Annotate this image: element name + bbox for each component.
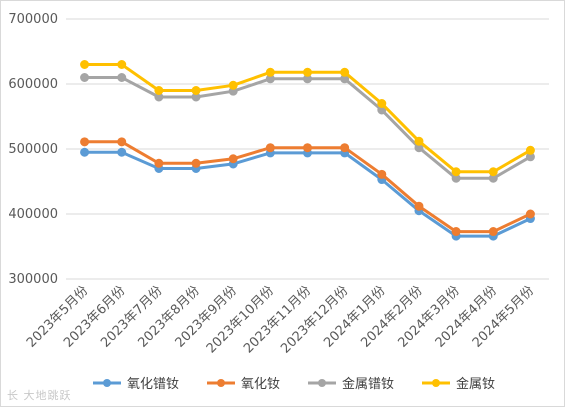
- data-point: [488, 167, 498, 177]
- watermark-text: 长 大地跳跃: [7, 389, 72, 402]
- data-point: [228, 154, 238, 164]
- data-point: [414, 201, 424, 211]
- legend-label: 氧化钕: [241, 376, 280, 392]
- data-point: [377, 169, 387, 179]
- series-line-3: [84, 76, 532, 180]
- y-tick-label: 500000: [8, 142, 58, 157]
- data-point: [340, 143, 350, 153]
- data-point: [265, 143, 275, 153]
- data-point: [451, 227, 461, 237]
- data-point: [117, 60, 127, 69]
- data-point: [488, 227, 498, 237]
- legend-swatch-marker: [432, 379, 440, 387]
- data-point: [191, 86, 201, 95]
- data-point: [117, 147, 127, 157]
- data-point: [414, 136, 424, 146]
- y-tick-label: 600000: [8, 77, 58, 92]
- data-point: [451, 167, 461, 177]
- legend-label: 氧化镨钕: [127, 376, 179, 392]
- legend-swatch-marker: [103, 379, 111, 387]
- data-point: [228, 80, 238, 90]
- data-point: [154, 86, 164, 95]
- data-point: [265, 67, 275, 77]
- data-point: [303, 67, 312, 77]
- data-point: [303, 143, 312, 153]
- data-point: [377, 99, 387, 108]
- data-point: [340, 67, 350, 77]
- data-point: [154, 158, 164, 168]
- data-point: [191, 158, 201, 168]
- y-tick-label: 400000: [8, 207, 58, 222]
- y-tick-label: 300000: [8, 272, 58, 287]
- data-point: [525, 145, 535, 155]
- data-point: [80, 147, 90, 157]
- data-point: [80, 73, 90, 82]
- legend-swatch-marker: [318, 379, 326, 387]
- data-point: [117, 137, 127, 147]
- watermark: 长 大地跳跃: [7, 387, 72, 403]
- y-tick-label: 700000: [8, 12, 58, 27]
- series-line-1: [84, 150, 532, 238]
- legend-label: 金属钕: [456, 376, 495, 392]
- data-point: [80, 60, 90, 69]
- legend-swatch-marker: [217, 379, 225, 387]
- legend-label: 金属镨钕: [342, 376, 394, 392]
- data-point: [525, 209, 535, 219]
- data-point: [80, 137, 90, 147]
- data-point: [117, 73, 127, 82]
